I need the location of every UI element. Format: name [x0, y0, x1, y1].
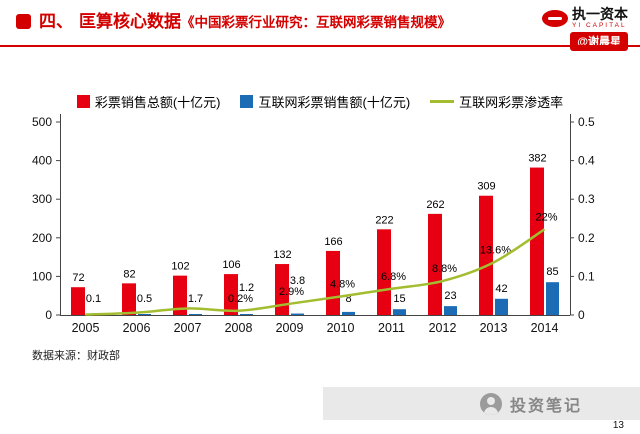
internet-sales-value-label: 0.5 [137, 293, 152, 305]
penetration-rate-label: 22% [535, 211, 557, 223]
total-sales-bar [428, 213, 442, 315]
header-divider [0, 45, 640, 47]
x-axis-category-label: 2008 [225, 321, 253, 335]
penetration-rate-label: 2.9% [279, 286, 304, 298]
left-axis-tick-label: 0 [45, 308, 52, 322]
left-axis-tick-label: 200 [32, 231, 52, 245]
x-axis-category-label: 2007 [174, 321, 202, 335]
legend-item-internet-sales: 互联网彩票销售额(十亿元) [240, 92, 410, 111]
legend-item-penetration: 互联网彩票渗透率 [430, 92, 563, 111]
total-sales-value-label: 166 [324, 236, 342, 248]
left-axis-tick-label: 100 [32, 269, 52, 283]
page-number: 13 [612, 420, 624, 431]
penetration-rate-label: 4.8% [330, 278, 355, 290]
section-bullet-icon [16, 14, 31, 29]
penetration-rate-label: 6.8% [381, 271, 406, 283]
total-sales-bar [224, 274, 238, 315]
author-handle: @谢晨星 [570, 32, 628, 51]
x-axis-category-label: 2009 [276, 321, 304, 335]
right-axis-tick-label: 0.4 [578, 154, 595, 168]
total-sales-bar [530, 167, 544, 315]
internet-sales-bar [138, 314, 151, 315]
penetration-rate-label: 13.6% [480, 245, 511, 257]
footer-bar: 投资笔记 [323, 387, 640, 420]
page-title: 四、 匡算核心数据 [39, 12, 181, 32]
wechat-account-icon [479, 392, 502, 415]
internet-sales-value-label: 85 [546, 266, 558, 278]
internet-sales-bar [546, 282, 559, 315]
legend-label-internet-sales: 互联网彩票销售额(十亿元) [258, 95, 411, 110]
internet-sales-value-label: 8 [345, 293, 351, 305]
internet-sales-value-label: 15 [393, 293, 405, 305]
total-sales-value-label: 222 [375, 214, 393, 226]
left-axis-tick-label: 400 [32, 154, 52, 168]
internet-sales-value-label: 3.8 [290, 275, 305, 287]
logo-name: 执一资本 [572, 6, 628, 22]
left-axis-tick-label: 500 [32, 115, 52, 129]
total-sales-bar [122, 283, 136, 315]
internet-sales-bar [342, 311, 355, 315]
total-sales-value-label: 102 [171, 261, 189, 273]
page-subtitle: 《中国彩票行业研究：互联网彩票销售规模》 [181, 15, 451, 30]
penetration-rate-label: 0.2% [228, 293, 253, 305]
total-sales-value-label: 382 [528, 153, 546, 165]
penetration-line [85, 228, 546, 316]
page-title-text: 匡算核心数据 [79, 12, 181, 31]
legend-swatch-total-sales [76, 95, 90, 108]
total-sales-value-label: 262 [426, 199, 444, 211]
total-sales-value-label: 72 [72, 272, 84, 284]
x-axis-category-label: 2014 [531, 321, 559, 335]
internet-sales-value-label: 1.2 [239, 282, 254, 294]
internet-sales-value-label: 23 [444, 290, 456, 302]
total-sales-bar [479, 195, 493, 315]
internet-sales-value-label: 42 [495, 283, 507, 295]
total-sales-bar [173, 275, 187, 315]
internet-sales-bar [291, 313, 304, 315]
legend-swatch-internet-sales [240, 95, 254, 108]
footer-brand: 投资笔记 [509, 397, 582, 415]
x-axis-category-label: 2011 [378, 321, 405, 335]
internet-sales-bar [393, 309, 406, 315]
total-sales-bar [275, 264, 289, 315]
internet-sales-value-label: 0.1 [86, 293, 101, 305]
header: 四、 匡算核心数据 《中国彩票行业研究：互联网彩票销售规模》 [16, 11, 451, 32]
total-sales-value-label: 132 [273, 249, 291, 261]
x-axis-category-label: 2006 [123, 321, 151, 335]
total-sales-value-label: 82 [123, 268, 135, 280]
right-axis-tick-label: 0.5 [578, 115, 595, 129]
legend-label-penetration: 互联网彩票渗透率 [459, 95, 564, 110]
x-axis-category-label: 2013 [480, 321, 508, 335]
total-sales-value-label: 106 [222, 259, 240, 271]
total-sales-bar [377, 229, 391, 315]
internet-sales-bar [444, 306, 457, 315]
internet-sales-bar [495, 298, 508, 315]
right-axis-tick-label: 0.3 [578, 192, 595, 206]
x-axis-category-label: 2012 [429, 321, 457, 335]
legend-item-total-sales: 彩票销售总额(十亿元) [76, 92, 221, 111]
data-source-note: 数据来源：财政部 [32, 350, 120, 362]
total-sales-value-label: 309 [477, 181, 495, 193]
x-axis-category-label: 2005 [72, 321, 100, 335]
left-axis-tick-label: 300 [32, 192, 52, 206]
section-number: 四、 [39, 12, 73, 31]
logo-subname: YI CAPITAL [572, 22, 627, 29]
legend-label-total-sales: 彩票销售总额(十亿元) [94, 95, 221, 110]
x-axis-category-label: 2010 [327, 321, 355, 335]
internet-sales-bar [189, 314, 202, 315]
internet-sales-value-label: 1.7 [188, 293, 203, 305]
chart-legend: 彩票销售总额(十亿元) 互联网彩票销售额(十亿元) 互联网彩票渗透率 [0, 92, 640, 111]
combo-chart: 010020030040050000.10.20.30.40.52005720.… [32, 114, 595, 335]
internet-sales-bar [240, 314, 253, 315]
right-axis-tick-label: 0 [578, 308, 585, 322]
right-axis-tick-label: 0.1 [578, 269, 595, 283]
penetration-rate-label: 8.8% [432, 263, 457, 275]
yi-capital-logo-icon [542, 9, 568, 27]
total-sales-bar [71, 287, 85, 315]
legend-line-swatch-penetration [430, 100, 455, 103]
right-axis-tick-label: 0.2 [578, 231, 595, 245]
